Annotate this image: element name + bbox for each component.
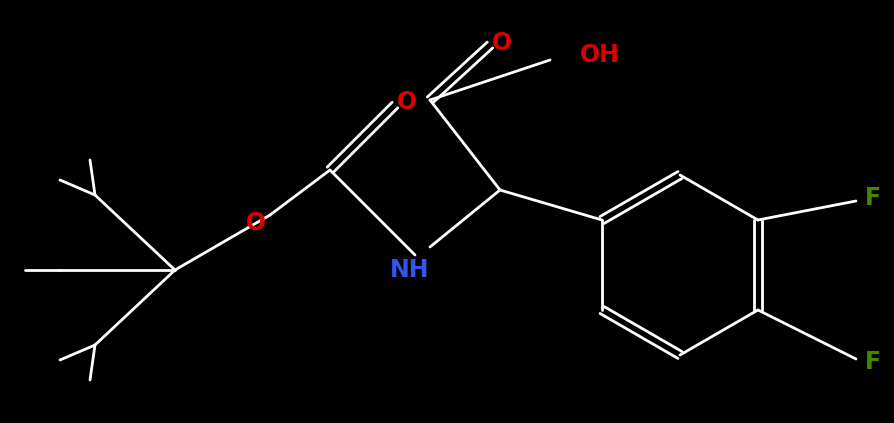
Text: F: F — [864, 350, 880, 374]
Text: OH: OH — [579, 43, 620, 67]
Text: NH: NH — [390, 258, 429, 282]
Text: O: O — [492, 31, 511, 55]
Text: O: O — [246, 211, 266, 235]
Text: O: O — [397, 90, 417, 114]
Text: F: F — [864, 186, 880, 210]
